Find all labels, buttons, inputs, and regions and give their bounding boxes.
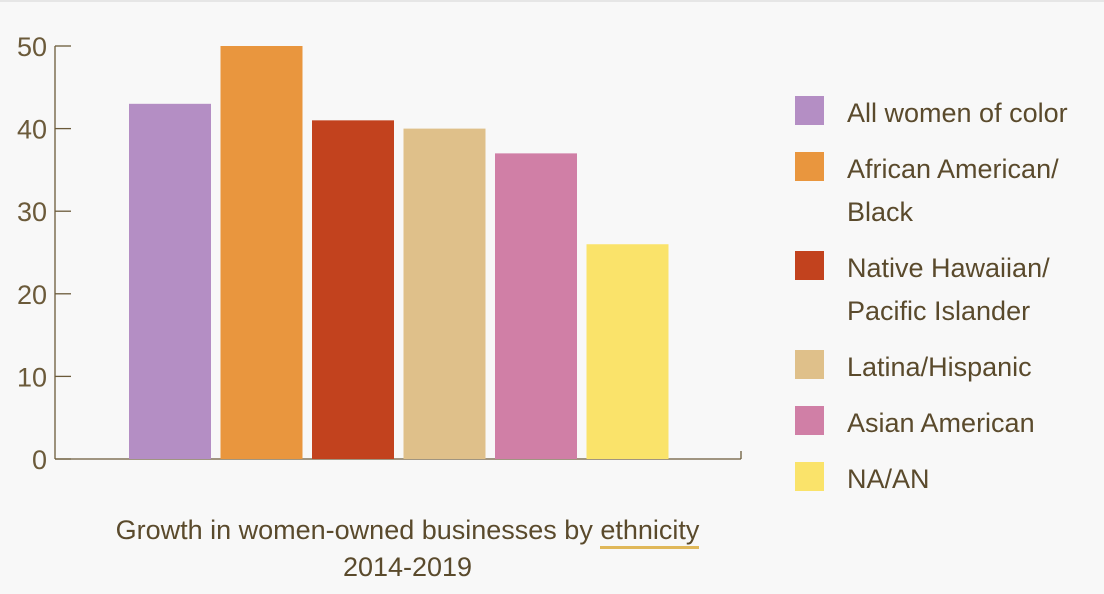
legend-label-line: Asian American [847,408,1035,438]
ethnicity-link[interactable]: ethnicity [600,515,700,549]
legend-swatch [795,251,824,280]
y-tick-label: 30 [17,197,47,227]
bar-1 [129,103,211,459]
bar-2 [220,46,303,459]
legend-item: Asian American [795,402,1100,445]
legend-label: Asian American [847,402,1035,445]
bar-3 [312,120,394,459]
legend-swatch [795,152,824,181]
legend-item: Latina/Hispanic [795,346,1100,389]
legend-swatch [795,350,824,379]
chart-caption: Growth in women-owned businesses by ethn… [0,512,815,586]
legend-label-line: NA/AN [847,464,930,494]
bar-5 [495,153,577,459]
legend-item: NA/AN [795,458,1100,501]
legend-label-line: Native Hawaiian/ [847,253,1050,283]
top-divider [0,0,1104,2]
chart-title-text: Growth in women-owned businesses by [115,515,601,545]
y-tick-label: 20 [17,280,47,310]
y-tick-label: 40 [17,115,47,145]
chart-legend: All women of color African American/Black… [795,92,1100,514]
legend-swatch [795,462,824,491]
legend-label-line: African American/ [847,154,1059,184]
legend-swatch [795,406,824,435]
legend-label-line: Pacific Islander [847,296,1031,326]
legend-item: All women of color [795,92,1100,135]
legend-label: African American/Black [847,148,1059,234]
legend-label-line: All women of color [847,98,1068,128]
legend-label: NA/AN [847,458,930,501]
bar-6 [586,244,669,459]
legend-label-line: Black [847,197,914,227]
chart-subtitle: 2014-2019 [342,552,473,582]
legend-label: All women of color [847,92,1068,135]
y-tick-label: 10 [17,362,47,392]
legend-item: African American/Black [795,148,1100,234]
legend-label: Latina/Hispanic [847,346,1032,389]
legend-label-line: Latina/Hispanic [847,352,1032,382]
y-tick-label: 50 [17,32,47,62]
chart-title: Growth in women-owned businesses by ethn… [0,512,815,549]
legend-swatch [795,96,824,125]
y-tick-label: 0 [32,445,47,475]
bar-4 [403,128,486,459]
legend-item: Native Hawaiian/Pacific Islander [795,247,1100,333]
legend-label: Native Hawaiian/Pacific Islander [847,247,1050,333]
